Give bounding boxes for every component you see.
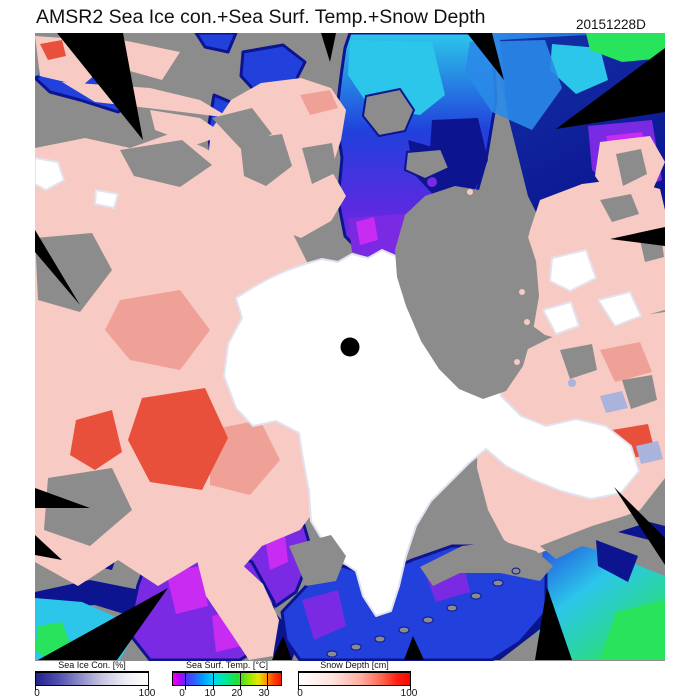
colorbar-sea-ice: Sea Ice Con. [%] 0 100 bbox=[34, 659, 155, 700]
legend-row: Sea Ice Con. [%] 0 100 Sea Surf. Temp. [… bbox=[0, 659, 700, 700]
colorbar-snow-depth-label: Snow Depth [cm] bbox=[298, 659, 411, 672]
tick-label: 0 bbox=[34, 688, 40, 699]
pole-hole-marker bbox=[340, 337, 360, 357]
colorbar-sea-ice-label: Sea Ice Con. [%] bbox=[35, 659, 149, 672]
tick-label: 100 bbox=[138, 688, 156, 699]
lakes-layer bbox=[568, 379, 663, 464]
land-svalbard bbox=[361, 87, 416, 138]
land-greenland-layer bbox=[395, 186, 539, 399]
tick-label: 20 bbox=[231, 688, 243, 699]
land-greenland bbox=[395, 186, 539, 399]
ice-cap bbox=[223, 205, 640, 617]
missing-data-wedges bbox=[35, 33, 665, 660]
bare-land-patches-layer bbox=[35, 87, 664, 546]
polar-map bbox=[35, 33, 665, 661]
tick-label: 10 bbox=[204, 688, 216, 699]
colorbar-sst-scale bbox=[172, 672, 282, 686]
tick-label: 100 bbox=[400, 688, 418, 699]
tick-label: 30 bbox=[258, 688, 270, 699]
land-franz-josef bbox=[403, 147, 451, 181]
colorbar-sst: Sea Surf. Temp. [°C] 0 10 20 30 bbox=[172, 659, 282, 700]
tick-label: 0 bbox=[297, 688, 303, 699]
date-stamp: 20151228D bbox=[576, 17, 646, 32]
colorbar-sst-label: Sea Surf. Temp. [°C] bbox=[172, 659, 282, 672]
page-title: AMSR2 Sea Ice con.+Sea Surf. Temp.+Snow … bbox=[36, 6, 486, 28]
colorbar-snow-depth-scale bbox=[298, 672, 411, 686]
sea-ice-layer bbox=[35, 157, 642, 617]
land-kamchatka bbox=[196, 550, 279, 660]
polar-map-canvas bbox=[35, 33, 665, 661]
aleutian-islands-layer bbox=[326, 567, 521, 658]
land-alaska-coast bbox=[420, 541, 553, 586]
land-chukotka bbox=[289, 535, 346, 586]
colorbar-snow-depth: Snow Depth [cm] 0 100 bbox=[297, 659, 417, 700]
tick-label: 0 bbox=[179, 688, 185, 699]
colorbar-sea-ice-scale bbox=[35, 672, 149, 686]
